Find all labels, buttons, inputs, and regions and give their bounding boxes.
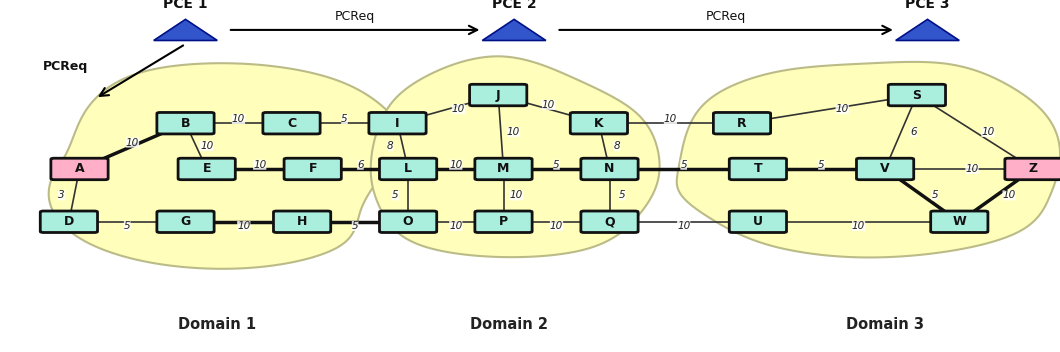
Text: 8: 8	[387, 141, 393, 151]
FancyBboxPatch shape	[157, 211, 214, 233]
Text: 10: 10	[232, 114, 245, 124]
Text: 10: 10	[852, 221, 865, 231]
FancyBboxPatch shape	[263, 112, 320, 134]
Text: 8: 8	[614, 141, 620, 151]
FancyBboxPatch shape	[379, 211, 437, 233]
Text: 6: 6	[911, 127, 917, 137]
Text: S: S	[913, 89, 921, 101]
Text: 10: 10	[966, 164, 978, 174]
Text: 5: 5	[818, 160, 825, 170]
Text: R: R	[737, 117, 747, 130]
Text: J: J	[496, 89, 500, 101]
Text: 10: 10	[237, 221, 250, 231]
Text: A: A	[74, 163, 85, 175]
FancyBboxPatch shape	[931, 211, 988, 233]
Text: PCReq: PCReq	[706, 10, 746, 23]
Text: O: O	[403, 215, 413, 228]
Text: 10: 10	[452, 104, 465, 114]
Text: F: F	[308, 163, 317, 175]
Text: PCE 2: PCE 2	[492, 0, 536, 11]
Text: 10: 10	[507, 127, 520, 137]
Text: Domain 3: Domain 3	[846, 317, 924, 332]
Text: N: N	[604, 163, 615, 175]
FancyBboxPatch shape	[369, 112, 426, 134]
Text: D: D	[64, 215, 74, 228]
FancyBboxPatch shape	[856, 158, 914, 180]
Text: 10: 10	[449, 221, 462, 231]
FancyBboxPatch shape	[1005, 158, 1060, 180]
Text: 10: 10	[1003, 190, 1015, 200]
FancyBboxPatch shape	[178, 158, 235, 180]
Text: 6: 6	[357, 160, 364, 170]
FancyBboxPatch shape	[570, 112, 628, 134]
Text: 5: 5	[932, 190, 938, 200]
Text: 5: 5	[553, 160, 560, 170]
Text: PCReq: PCReq	[42, 61, 88, 73]
Polygon shape	[896, 19, 959, 40]
Text: Domain 2: Domain 2	[470, 317, 548, 332]
Text: L: L	[404, 163, 412, 175]
Polygon shape	[482, 19, 546, 40]
FancyBboxPatch shape	[888, 84, 946, 106]
Text: B: B	[181, 117, 190, 130]
Text: 10: 10	[200, 141, 213, 151]
FancyBboxPatch shape	[581, 211, 638, 233]
Text: 3: 3	[58, 190, 65, 200]
Text: G: G	[180, 215, 191, 228]
Text: Z: Z	[1029, 163, 1038, 175]
Text: 5: 5	[341, 114, 348, 124]
Text: E: E	[202, 163, 211, 175]
FancyBboxPatch shape	[51, 158, 108, 180]
Text: K: K	[594, 117, 604, 130]
FancyBboxPatch shape	[40, 211, 98, 233]
Text: 10: 10	[677, 221, 690, 231]
Text: 10: 10	[126, 138, 139, 147]
Text: T: T	[754, 163, 762, 175]
FancyBboxPatch shape	[729, 158, 787, 180]
Text: 5: 5	[124, 221, 130, 231]
PathPatch shape	[371, 56, 659, 257]
Text: Domain 1: Domain 1	[178, 317, 257, 332]
Text: 5: 5	[352, 221, 358, 231]
PathPatch shape	[676, 62, 1060, 257]
PathPatch shape	[49, 63, 403, 269]
Text: P: P	[499, 215, 508, 228]
Text: I: I	[395, 117, 400, 130]
Text: 10: 10	[982, 127, 994, 137]
FancyBboxPatch shape	[379, 158, 437, 180]
Text: PCE 3: PCE 3	[905, 0, 950, 11]
Text: U: U	[753, 215, 763, 228]
Text: 10: 10	[542, 100, 555, 110]
Text: 10: 10	[664, 114, 677, 124]
Polygon shape	[154, 19, 217, 40]
Text: 5: 5	[619, 190, 625, 200]
Text: 10: 10	[449, 160, 462, 170]
FancyBboxPatch shape	[475, 211, 532, 233]
Text: M: M	[497, 163, 510, 175]
Text: 10: 10	[510, 190, 523, 200]
FancyBboxPatch shape	[470, 84, 527, 106]
FancyBboxPatch shape	[581, 158, 638, 180]
FancyBboxPatch shape	[157, 112, 214, 134]
Text: PCReq: PCReq	[335, 10, 375, 23]
Text: Q: Q	[604, 215, 615, 228]
Text: PCE 1: PCE 1	[163, 0, 208, 11]
Text: 10: 10	[835, 104, 849, 114]
FancyBboxPatch shape	[284, 158, 341, 180]
Text: 5: 5	[681, 160, 687, 170]
Text: C: C	[287, 117, 296, 130]
Text: W: W	[953, 215, 966, 228]
Text: 5: 5	[392, 190, 399, 200]
Text: H: H	[297, 215, 307, 228]
FancyBboxPatch shape	[475, 158, 532, 180]
Text: 10: 10	[550, 221, 563, 231]
FancyBboxPatch shape	[273, 211, 331, 233]
Text: V: V	[880, 163, 890, 175]
Text: 10: 10	[253, 160, 266, 170]
FancyBboxPatch shape	[713, 112, 771, 134]
FancyBboxPatch shape	[729, 211, 787, 233]
